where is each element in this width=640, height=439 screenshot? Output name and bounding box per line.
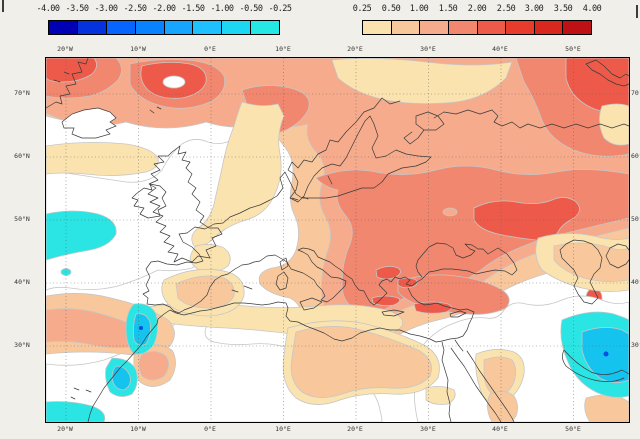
axis-tick-top: 30°E [420,45,436,53]
cb-neg-tick: -1.50 [181,4,205,14]
coastlines [45,57,630,423]
cb-neg-cell [250,20,280,35]
cb-neg-cell [134,20,165,35]
cold-anomaly-regions [45,210,630,423]
persian-gulf-coast [562,349,630,382]
greenland-coast [45,57,89,109]
canary-islands [70,387,92,400]
cb-neg-cell [163,20,194,35]
cb-pos-tick: 0.50 [381,4,401,14]
axis-tick-top: 20°W [57,45,73,53]
nile-river [441,341,452,423]
axis-tick-left: 60°N [14,152,30,160]
axis-tick-left: 70°N [14,89,30,97]
cb-pos-tick: 2.00 [467,4,487,14]
aral-sea-coast [605,243,630,269]
cb-pos-tick: 1.50 [438,4,458,14]
axis-tick-bottom: 10°E [275,425,291,433]
baltic-islands [291,175,333,201]
turkey-levant-africa-coast [87,287,475,423]
cb-pos-cell [419,20,449,35]
axis-tick-top: 40°E [492,45,508,53]
mainland-europe-coast [142,97,518,314]
axis-tick-bottom: 50°E [565,425,581,433]
cb-neg-cell [76,20,107,35]
axis-tick-right: 40°N [631,278,640,286]
axis-tick-top: 20°E [347,45,363,53]
cb-neg-tick: -2.50 [123,4,147,14]
axis-tick-left: 40°N [14,278,30,286]
window-edge-artifact-left [2,0,4,12]
cb-neg-cell [105,20,136,35]
cb-pos-tick: 2.50 [496,4,516,14]
cb-pos-cell [390,20,421,35]
caspian-sea-coast [559,239,603,305]
positive-colorbar [362,20,592,35]
axis-tick-top: 0°E [204,45,216,53]
cb-pos-cell [447,20,478,35]
warm-anomaly-patches [45,58,630,423]
axis-tick-bottom: 0°E [204,425,216,433]
map-panel [45,57,630,423]
cb-neg-cell [192,20,223,35]
axis-tick-top: 50°E [565,45,581,53]
axis-tick-right: 60°N [631,152,640,160]
cb-pos-tick: 3.00 [524,4,544,14]
axis-tick-bottom: 30°E [420,425,436,433]
mediterranean-islands [231,257,467,318]
cb-neg-tick: -3.00 [94,4,118,14]
great-britain-coast [147,145,223,263]
cb-neg-tick: -0.25 [268,4,292,14]
axis-tick-bottom: 20°W [57,425,73,433]
cb-pos-cell [476,20,507,35]
axis-tick-left: 50°N [14,215,30,223]
ireland-coast [131,183,167,219]
axis-tick-right: 50°N [631,215,640,223]
negative-colorbar [48,20,280,35]
cb-pos-cell [505,20,535,35]
axis-tick-top: 10°E [275,45,291,53]
axis-tick-bottom: 20°E [347,425,363,433]
iceland-coast [61,107,117,139]
axis-tick-right: 30°N [631,341,640,349]
cb-pos-cell [533,20,564,35]
cb-neg-tick: -2.00 [152,4,176,14]
graticule [46,58,629,422]
cb-pos-tick: 3.50 [553,4,573,14]
faroe-islands [149,106,162,114]
cb-neg-tick: -3.50 [65,4,89,14]
cb-neg-cell [221,20,252,35]
cb-pos-tick: 4.00 [582,4,602,14]
axis-tick-left: 30°N [14,341,30,349]
cb-pos-tick: 1.00 [409,4,429,14]
europe-anomaly-map [45,57,630,423]
window-edge-artifact-right [636,5,638,18]
cb-neg-tick: -1.00 [210,4,234,14]
axis-tick-bottom: 10°W [130,425,146,433]
axis-tick-top: 10°W [130,45,146,53]
cb-neg-tick: -0.50 [239,4,263,14]
arctic-russia-coast [403,109,630,145]
cb-pos-cell [362,20,392,35]
cb-pos-tick: 0.25 [352,4,372,14]
cb-neg-tick: -4.00 [36,4,60,14]
novaya-zemlya-coast [585,59,630,87]
cb-pos-cell [562,20,592,35]
axis-tick-right: 70°N [631,89,640,97]
axis-tick-bottom: 40°E [492,425,508,433]
cb-neg-cell [48,20,78,35]
